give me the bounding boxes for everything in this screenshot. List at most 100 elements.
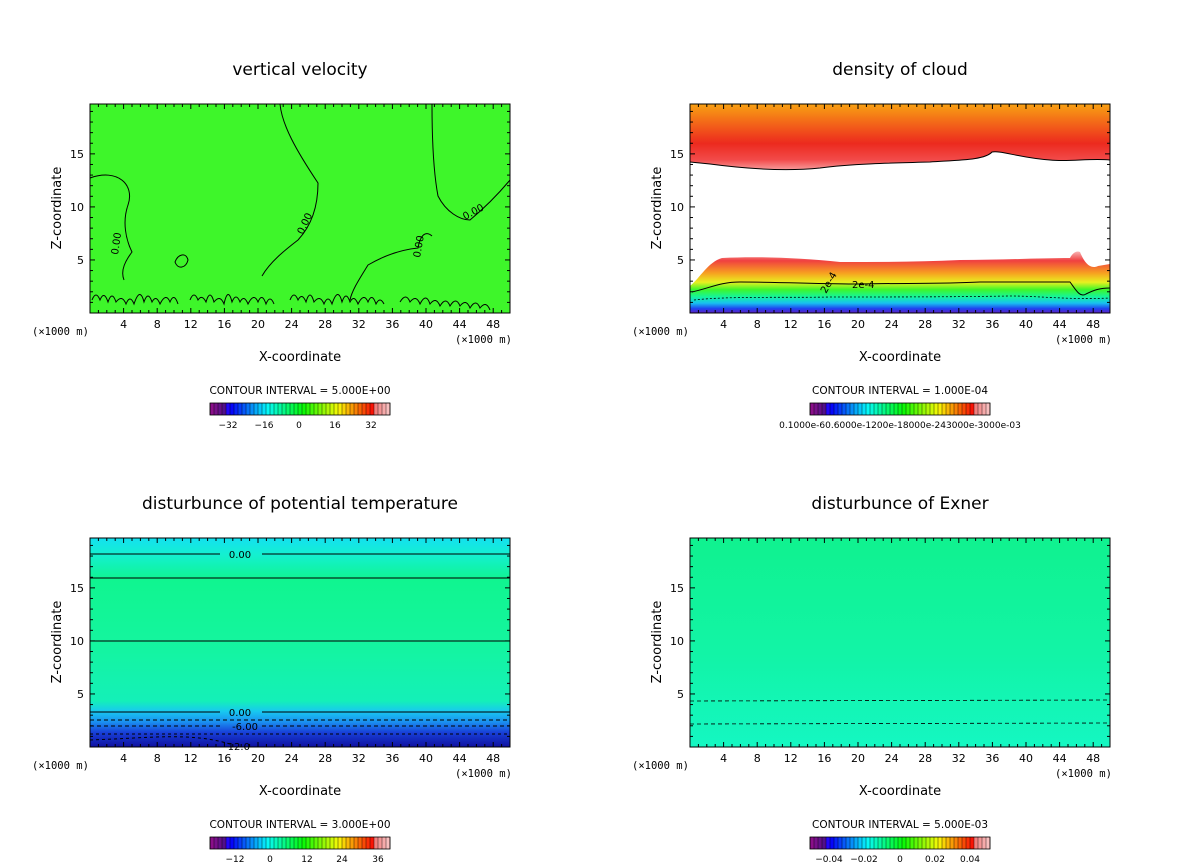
x-tick-label: 4 <box>120 318 127 331</box>
x-tick-label: 48 <box>1086 318 1100 331</box>
x-tick-label: 40 <box>1019 752 1033 765</box>
colorbar-swatch <box>298 837 303 849</box>
contour-line <box>693 295 1111 301</box>
colorbar-swatch <box>886 403 891 415</box>
colorbar-swatch <box>938 403 943 415</box>
colorbar-swatch <box>934 837 939 849</box>
colorbar-label: 0.04 <box>960 855 980 865</box>
colorbar-swatch <box>958 403 963 415</box>
colorbar-swatch <box>242 837 247 849</box>
colorbar-frame <box>809 402 991 416</box>
x-tick-labels: 4 8 12 16 20 24 28 32 36 40 44 48 <box>120 752 500 765</box>
x-tick-label: 40 <box>419 752 433 765</box>
colorbar-swatch <box>926 403 931 415</box>
colorbar-swatch <box>822 837 827 849</box>
x-tick-label: 28 <box>918 752 932 765</box>
x-unit-right: (×1000 m) <box>1055 768 1112 780</box>
x-tick-label: 24 <box>285 752 299 765</box>
colorbar-label: −16 <box>255 421 274 431</box>
x-tick-label: 20 <box>851 318 865 331</box>
colorbar-swatch <box>894 837 899 849</box>
x-tick-label: 24 <box>285 318 299 331</box>
plot-area <box>90 538 510 747</box>
colorbar-swatch <box>898 837 903 849</box>
colorbar-swatch <box>362 837 367 849</box>
colorbar-swatch <box>882 837 887 849</box>
x-tick-label: 4 <box>720 318 727 331</box>
colorbar-swatch <box>858 403 863 415</box>
colorbar-swatch <box>378 837 383 849</box>
colorbar-swatch <box>338 403 343 415</box>
colorbar-swatch <box>346 403 351 415</box>
colorbar-swatch <box>974 837 979 849</box>
y-ticks <box>90 544 510 737</box>
colorbar-swatch <box>906 403 911 415</box>
colorbar-swatch <box>930 403 935 415</box>
chart-svg: disturbunce of potential temperature 0.0… <box>32 494 512 865</box>
colorbar-swatch <box>970 837 975 849</box>
x-tick-labels: 4 8 12 16 20 24 28 32 36 40 44 48 <box>720 318 1100 331</box>
colorbar-swatch <box>338 837 343 849</box>
colorbar-swatch <box>910 837 915 849</box>
colorbar-swatch <box>922 837 927 849</box>
colorbar-swatch <box>970 403 975 415</box>
colorbar-swatch <box>354 837 359 849</box>
colorbar-swatch <box>850 403 855 415</box>
colorbar-swatch <box>930 837 935 849</box>
colorbar-swatch <box>890 837 895 849</box>
x-tick-label: 20 <box>251 318 265 331</box>
x-unit-right: (×1000 m) <box>455 768 512 780</box>
contour-interval: CONTOUR INTERVAL = 5.000E+00 <box>209 385 390 397</box>
x-tick-label: 28 <box>318 318 332 331</box>
y-tick-label: 5 <box>677 254 684 267</box>
contour-label: 0.00 <box>110 232 124 256</box>
x-tick-label: 4 <box>720 752 727 765</box>
colorbar <box>809 836 991 850</box>
colorbar-swatch <box>810 837 815 849</box>
colorbar-swatch <box>334 837 339 849</box>
colorbar-swatch <box>342 837 347 849</box>
colorbar-swatch <box>226 837 231 849</box>
y-axis-label: Z-coordinate <box>50 167 65 250</box>
colorbar-swatch <box>310 837 315 849</box>
y-ticks <box>690 110 1110 303</box>
colorbar-swatch <box>310 403 315 415</box>
colorbar-swatch <box>230 837 235 849</box>
contour-label: 0.00 <box>229 708 251 719</box>
colorbar-swatch <box>830 403 835 415</box>
y-tick-label: 10 <box>670 201 684 214</box>
colorbar-swatch <box>934 403 939 415</box>
colorbar-swatch <box>986 837 991 849</box>
colorbar-label: 36 <box>372 855 384 865</box>
colorbar-labels: −0.04 −0.02 0 0.02 0.04 <box>815 855 980 865</box>
colorbar-swatch <box>254 837 259 849</box>
x-tick-label: 44 <box>1053 318 1067 331</box>
colorbar-swatch <box>326 837 331 849</box>
colorbar-labels: −12 0 12 24 36 <box>226 855 384 865</box>
colorbar-swatch <box>814 837 819 849</box>
colorbar-swatch <box>926 837 931 849</box>
x-tick-label: 32 <box>352 752 366 765</box>
colorbar-labels: −32 −16 0 16 32 <box>219 421 377 431</box>
x-tick-label: 28 <box>918 318 932 331</box>
x-tick-label: 8 <box>754 752 761 765</box>
colorbar-swatch <box>286 403 291 415</box>
colorbar-swatch <box>298 403 303 415</box>
colorbar-label: 32 <box>365 421 376 431</box>
colorbar-swatch <box>974 403 979 415</box>
colorbar-swatch <box>962 403 967 415</box>
y-tick-label: 5 <box>77 688 84 701</box>
colorbar-label: 16 <box>329 421 341 431</box>
colorbar-swatch <box>870 837 875 849</box>
colorbar-swatch <box>914 403 919 415</box>
x-tick-label: 12 <box>184 318 198 331</box>
plot-area <box>690 538 1110 747</box>
colorbar-swatch <box>374 403 379 415</box>
x-tick-labels: 4 8 12 16 20 24 28 32 36 40 44 48 <box>720 752 1100 765</box>
colorbar-swatch <box>822 403 827 415</box>
x-tick-label: 44 <box>453 318 467 331</box>
colorbar-swatch <box>922 403 927 415</box>
colorbar-swatch <box>946 403 951 415</box>
chart-title: density of cloud <box>832 60 968 80</box>
colorbar-swatch <box>842 837 847 849</box>
